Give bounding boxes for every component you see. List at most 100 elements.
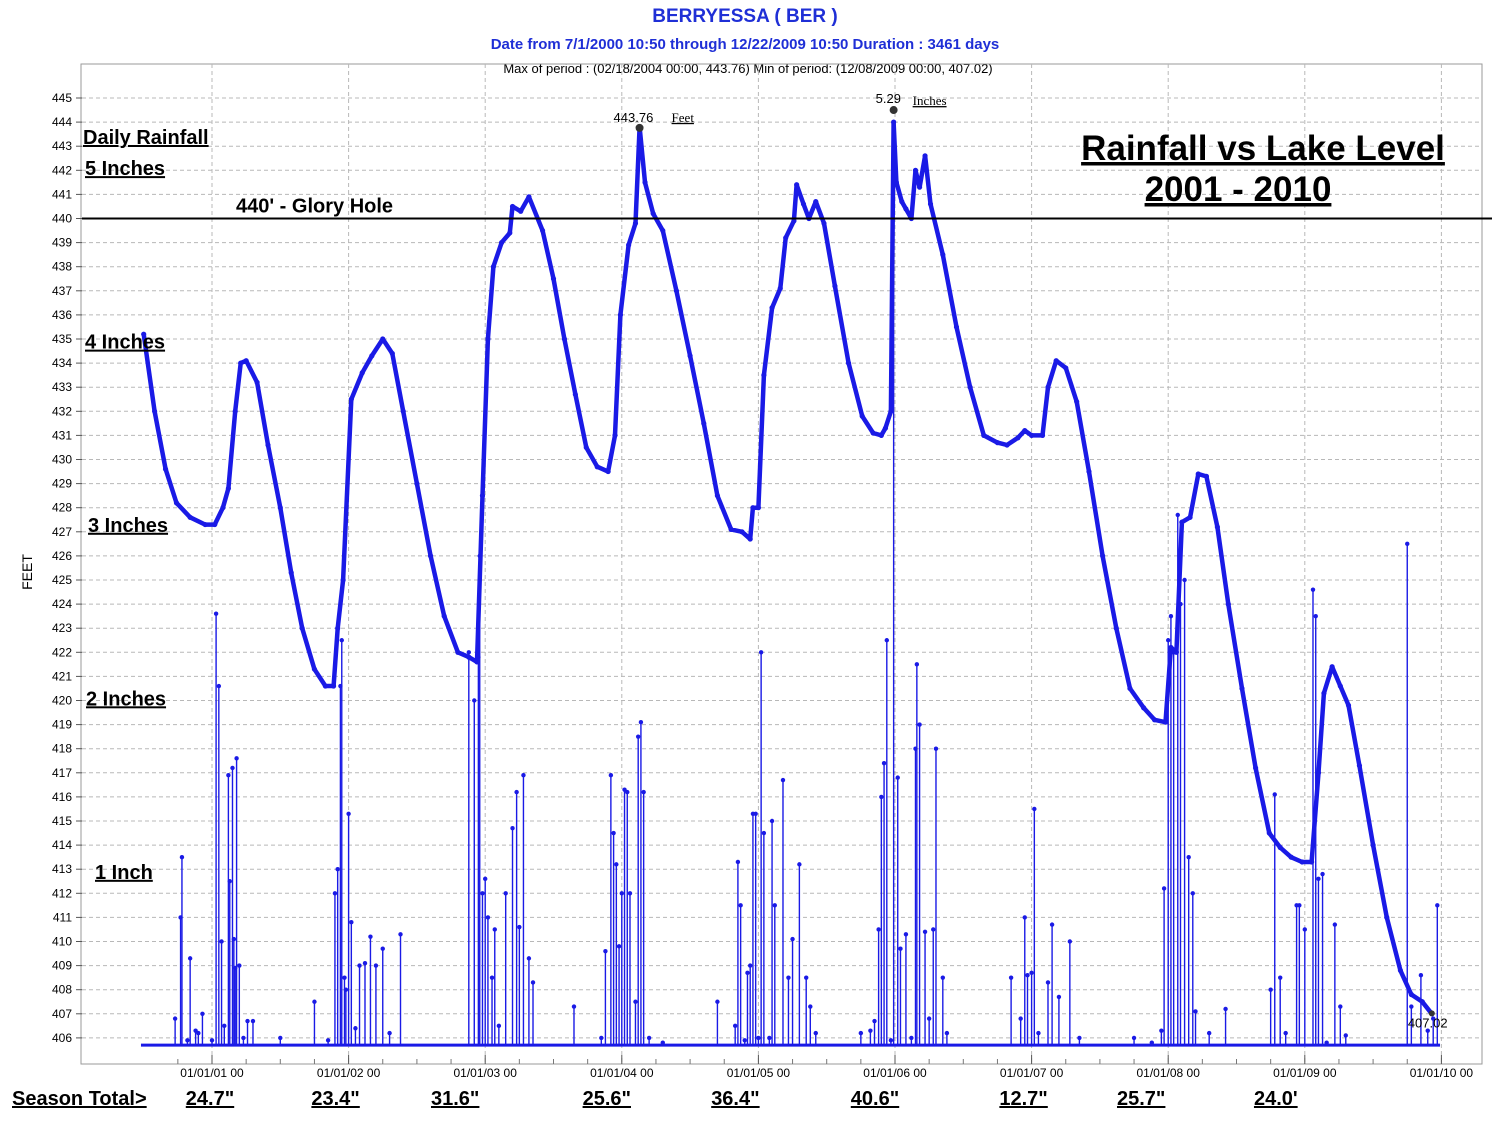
lake-level-point bbox=[389, 350, 395, 357]
lake-level-point bbox=[882, 425, 889, 431]
lake-level-point bbox=[800, 201, 807, 207]
max-feet-unit: Feet bbox=[672, 110, 695, 125]
x-tick-label: 01/01/01 00 bbox=[180, 1066, 244, 1080]
rainfall-point bbox=[903, 932, 909, 937]
lake-level-point bbox=[1053, 358, 1059, 364]
lake-level-point bbox=[769, 305, 775, 311]
y-axis-label: FEET bbox=[19, 554, 35, 590]
lake-level-point bbox=[899, 199, 905, 205]
rainfall-point bbox=[790, 936, 795, 942]
lake-level-point bbox=[498, 240, 505, 246]
lake-level-point bbox=[311, 666, 318, 672]
lake-level-point bbox=[1039, 432, 1046, 438]
plot-area bbox=[80, 63, 1483, 1065]
y-tick-label: 418 bbox=[52, 742, 72, 756]
lake-level-point bbox=[1239, 685, 1245, 692]
rainfall-point bbox=[638, 719, 644, 725]
y-tick-label: 416 bbox=[52, 790, 72, 804]
rainfall-scale-label: 1 Inch bbox=[95, 862, 153, 884]
lake-level-point bbox=[1329, 664, 1335, 670]
rainfall-point bbox=[1302, 927, 1308, 932]
rainfall-point bbox=[517, 924, 522, 930]
rainfall-point bbox=[1268, 987, 1273, 992]
rainfall-point bbox=[185, 1038, 190, 1043]
lake-level-point bbox=[265, 442, 271, 448]
lake-level-point bbox=[1100, 553, 1106, 559]
rainfall-point bbox=[483, 876, 488, 882]
rainfall-point bbox=[349, 920, 354, 925]
lake-level-point bbox=[967, 384, 973, 390]
y-tick-label: 425 bbox=[52, 573, 72, 587]
rainfall-point bbox=[1316, 876, 1321, 882]
lake-level-point bbox=[1384, 914, 1390, 921]
rainfall-point bbox=[1313, 613, 1318, 619]
lake-level-point bbox=[162, 466, 169, 472]
rainfall-point bbox=[895, 775, 900, 780]
lake-level-point bbox=[632, 220, 639, 226]
lake-level-point bbox=[400, 408, 406, 414]
lake-level-point bbox=[369, 353, 375, 359]
rainfall-point bbox=[868, 1028, 873, 1033]
x-tick-label: 01/01/04 00 bbox=[590, 1066, 654, 1080]
rainfall-point bbox=[172, 1016, 178, 1021]
rainfall-point bbox=[1182, 577, 1187, 583]
rainfall-point bbox=[466, 650, 472, 655]
rainfall-point bbox=[1206, 1030, 1212, 1036]
lake-level-point bbox=[594, 464, 600, 470]
rainfall-point bbox=[1283, 1030, 1288, 1036]
lake-level-point bbox=[490, 264, 496, 270]
y-tick-label: 431 bbox=[52, 428, 72, 442]
rainfall-point bbox=[368, 934, 373, 939]
lake-level-point bbox=[650, 211, 656, 217]
lake-level-point bbox=[441, 613, 447, 619]
rainfall-point bbox=[510, 826, 515, 831]
lake-level-point bbox=[561, 336, 568, 342]
rainfall-point bbox=[914, 662, 920, 667]
rainfall-point bbox=[1067, 939, 1073, 944]
lake-level-point bbox=[340, 577, 346, 583]
lake-level-point bbox=[474, 659, 480, 665]
lake-level-point bbox=[380, 336, 386, 342]
rainfall-point bbox=[1175, 512, 1180, 518]
lake-level-point bbox=[728, 526, 734, 532]
lake-level-point bbox=[813, 199, 819, 205]
lake-level-point bbox=[1225, 601, 1231, 607]
rainfall-point bbox=[884, 638, 890, 643]
lake-level-point bbox=[509, 203, 516, 210]
rainfall-point bbox=[1193, 1009, 1198, 1014]
rainfall-point bbox=[1049, 922, 1055, 927]
rainfall-point bbox=[780, 777, 786, 783]
rainfall-point bbox=[1278, 975, 1283, 980]
x-ticks: 01/01/01 00 01/01/02 00 01/01/03 00 01/01/0… bbox=[177, 1055, 1473, 1080]
rainfall-point bbox=[1272, 792, 1277, 797]
season-total: 31.6" bbox=[431, 1088, 479, 1110]
y-tick-label: 407 bbox=[52, 1007, 72, 1021]
rainfall-point bbox=[1431, 1016, 1436, 1021]
rainfall-point bbox=[196, 1030, 201, 1036]
rainfall-point bbox=[813, 1030, 818, 1036]
lake-level-point bbox=[783, 235, 789, 241]
rainfall-point bbox=[1022, 915, 1027, 920]
rainfall-point bbox=[1409, 1004, 1414, 1009]
lake-level-point bbox=[794, 182, 800, 188]
lake-level-point bbox=[288, 570, 294, 576]
rainfall-point bbox=[603, 948, 608, 954]
y-tick-label: 420 bbox=[52, 694, 72, 708]
lake-level-point bbox=[1015, 435, 1021, 441]
lake-level-series bbox=[141, 119, 1435, 1017]
lake-level-point bbox=[232, 408, 238, 414]
rainfall-point bbox=[213, 611, 219, 616]
rainfall-point bbox=[738, 903, 743, 908]
lake-level-point bbox=[225, 485, 231, 492]
y-tick-label: 430 bbox=[52, 453, 72, 467]
lake-level-point bbox=[335, 625, 341, 631]
lake-level-point bbox=[238, 360, 244, 366]
rainfall-point bbox=[742, 1038, 747, 1043]
glory-hole-label: 440' - Glory Hole bbox=[236, 196, 393, 218]
rainfall-series bbox=[140, 119, 1441, 1047]
rainfall-point bbox=[1186, 854, 1191, 860]
lake-level-point bbox=[940, 252, 946, 258]
lake-level-point bbox=[893, 179, 899, 185]
rainfall-point bbox=[335, 867, 340, 872]
